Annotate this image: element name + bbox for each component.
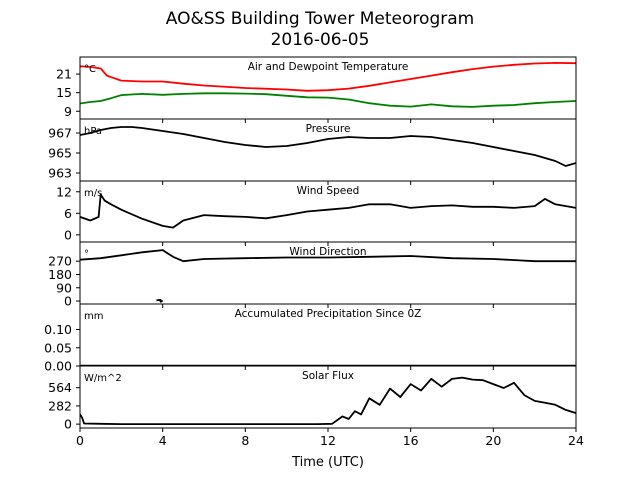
panel-pressure: 963 965 967 Pressure hPa: [48, 118, 577, 185]
y-tick-label-wind_dir: 90: [56, 280, 72, 295]
figure-subtitle: 2016-06-05: [271, 30, 370, 50]
x-tick-label: 0: [76, 433, 84, 448]
y-tick-label-wind_dir: 0: [64, 294, 72, 309]
panel-title-solar: Solar Flux: [302, 370, 354, 382]
y-tick-label-wind_speed: 6: [64, 206, 72, 221]
x-tick-label: 4: [159, 433, 167, 448]
panel-wind_speed: 0 6 12 Wind Speed m/s: [56, 180, 577, 246]
series-line-solar-0: [80, 376, 576, 426]
panel-temp: 9 15 21 Air and Dewpoint Temperature °C: [56, 56, 577, 123]
y-tick-label-pressure: 967: [48, 126, 72, 141]
x-tick-label: 16: [403, 433, 419, 448]
y-tick-label-wind_speed: 0: [64, 227, 72, 242]
y-tick-label-pressure: 963: [48, 166, 72, 181]
panel-unit-precip: mm: [84, 311, 103, 322]
panel-unit-solar: W/m^2: [84, 373, 122, 384]
panel-title-wind_speed: Wind Speed: [297, 185, 360, 197]
series-line-wind_dir-0: [80, 249, 576, 263]
x-axis-label: Time (UTC): [291, 455, 364, 470]
y-tick-label-wind_dir: 180: [48, 267, 72, 282]
panel-unit-pressure: hPa: [84, 126, 102, 137]
panel-unit-wind_dir: °: [84, 249, 89, 260]
x-tick-label: 8: [241, 433, 249, 448]
x-tick-label: 20: [485, 433, 501, 448]
panel-solar: 0 282 564 Solar Flux W/m^2: [48, 365, 577, 432]
series-line-wind_speed-0: [80, 193, 576, 229]
x-tick-label: 24: [568, 433, 584, 448]
y-tick-label-wind_speed: 12: [56, 184, 72, 199]
panel-precip: 0.00 0.05 0.10 Accumulated Precipitation Si…: [44, 303, 577, 374]
y-tick-label-temp: 9: [64, 104, 72, 119]
y-tick-label-precip: 0.10: [44, 322, 72, 337]
series-line-wind_dir-1: [156, 298, 164, 303]
y-tick-label-temp: 15: [56, 85, 72, 100]
y-tick-label-solar: 564: [48, 380, 72, 395]
panel-title-temp: Air and Dewpoint Temperature: [248, 61, 409, 73]
y-tick-label-wind_dir: 270: [48, 254, 72, 269]
figure-title: AO&SS Building Tower Meteorogram: [166, 9, 474, 29]
panel-title-wind_dir: Wind Direction: [289, 246, 366, 258]
panel-title-precip: Accumulated Precipitation Since 0Z: [235, 308, 422, 320]
y-tick-label-solar: 0: [64, 417, 72, 432]
panel-unit-wind_speed: m/s: [84, 188, 102, 199]
series-line-temp-1: [80, 92, 576, 108]
y-tick-label-temp: 21: [56, 67, 72, 82]
series-line-pressure-0: [80, 126, 576, 167]
x-tick-label: 12: [320, 433, 336, 448]
panel-unit-temp: °C: [84, 64, 96, 75]
y-tick-label-precip: 0.00: [44, 359, 72, 374]
series-line-temp-0: [80, 62, 576, 92]
panel-title-pressure: Pressure: [306, 123, 351, 135]
y-tick-label-pressure: 965: [48, 146, 72, 161]
y-tick-label-solar: 282: [48, 398, 72, 413]
y-tick-label-precip: 0.05: [44, 340, 72, 355]
